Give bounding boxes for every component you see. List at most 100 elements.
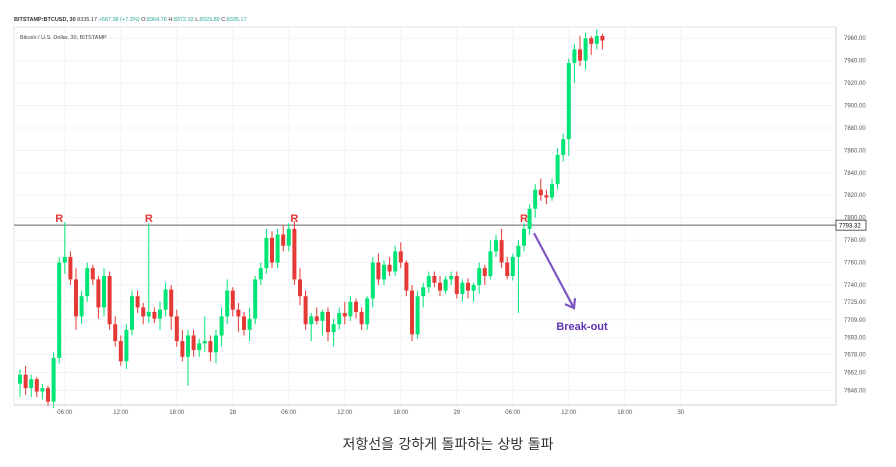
candle-body (152, 311, 157, 319)
candle-body (471, 284, 476, 291)
candle-body (522, 228, 526, 246)
candle-body (331, 324, 336, 333)
y-tick-label: 7662.00 (844, 370, 866, 376)
breakout-arrowhead (564, 298, 577, 310)
candle-body (337, 313, 342, 325)
candle (230, 287, 235, 317)
candle-body (555, 154, 560, 185)
candle (359, 307, 364, 330)
candle (219, 307, 224, 347)
symbol-label: BITSTAMP:BTCUSD, 30 (14, 17, 76, 23)
candle-body (18, 374, 22, 384)
candle (303, 290, 308, 330)
y-tick-label: 7693.00 (844, 336, 866, 342)
candle (449, 271, 454, 285)
candle (96, 276, 101, 319)
candle-body (477, 268, 482, 285)
candle-body (275, 234, 280, 263)
candle-body (286, 228, 291, 246)
candle (197, 338, 202, 357)
candle (471, 282, 476, 302)
candle-body (583, 38, 588, 61)
candle (365, 296, 370, 330)
candle (499, 228, 504, 269)
candle-body (359, 311, 364, 325)
candle-body (107, 276, 112, 325)
candle-body (292, 228, 297, 280)
candle-body (298, 279, 302, 297)
candle-body (68, 256, 73, 280)
resistance-marker: R (520, 213, 528, 225)
candle-body (594, 35, 599, 44)
high-label: H: (168, 17, 174, 23)
candle (29, 374, 34, 398)
candle (214, 329, 218, 364)
candle (404, 260, 409, 297)
candle (275, 228, 280, 269)
candle-body (264, 237, 269, 269)
candle-body (348, 301, 353, 317)
candle (163, 282, 168, 317)
candle-body (79, 296, 84, 317)
candle-body (488, 251, 493, 277)
candle-body (253, 279, 258, 319)
x-tick-label: 18:00 (169, 410, 185, 416)
candle (522, 223, 526, 252)
candle-body (309, 316, 314, 325)
candle-body (578, 49, 582, 61)
candle-body (158, 309, 162, 319)
candle (466, 278, 470, 299)
x-tick-label: 30 (677, 410, 684, 416)
candle (600, 33, 605, 50)
y-tick-label: 7880.00 (844, 126, 866, 132)
candle-body (589, 38, 594, 44)
candle-body (51, 357, 56, 402)
candle (247, 307, 252, 342)
candle (578, 35, 582, 67)
resistance-marker: R (55, 213, 63, 225)
resistance-marker: R (290, 213, 298, 225)
candle-body (320, 311, 325, 321)
candle (566, 58, 571, 156)
candle (572, 43, 577, 84)
candle-body (225, 290, 230, 317)
candle-body (236, 309, 241, 317)
y-tick-label: 7725.00 (844, 300, 866, 306)
candle (186, 329, 190, 386)
y-tick-label: 7646.00 (844, 388, 866, 394)
y-tick-label: 7820.00 (844, 193, 866, 199)
candle (40, 383, 45, 400)
candle (348, 296, 353, 321)
candle-body (242, 316, 246, 330)
candle (236, 302, 241, 333)
y-tick-label: 7840.00 (844, 171, 866, 177)
low-value: 8323.89 (199, 17, 220, 23)
y-tick-label: 7900.00 (844, 104, 866, 110)
high-value: 8372.32 (173, 17, 194, 23)
candle-body (326, 311, 330, 333)
candle (146, 223, 151, 324)
y-tick-label: 7740.00 (844, 283, 866, 289)
candle-body (432, 276, 437, 283)
candle (533, 184, 538, 218)
candle (85, 262, 90, 302)
candle (477, 262, 482, 294)
candle (191, 329, 196, 357)
candle-body (247, 318, 252, 330)
candle (152, 307, 157, 324)
candle-body (124, 329, 129, 362)
candle (180, 329, 185, 362)
candle-body (561, 139, 566, 155)
x-tick-label: 06:00 (57, 410, 73, 416)
candle-body (460, 282, 465, 294)
candle (225, 279, 230, 325)
candle-body (46, 388, 50, 402)
candle (376, 253, 381, 285)
candle (135, 290, 140, 314)
x-tick-label: 18:00 (393, 410, 409, 416)
candle (337, 307, 342, 330)
close-label: C: (221, 17, 227, 23)
candle (57, 256, 62, 364)
candle-body (398, 251, 403, 263)
open-label: O: (141, 17, 147, 23)
